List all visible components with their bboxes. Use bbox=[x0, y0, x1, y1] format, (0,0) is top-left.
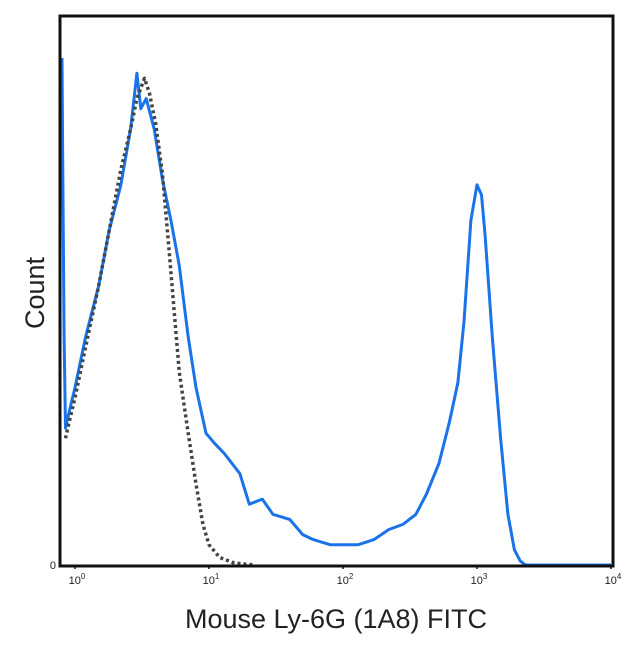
x-tick-label-2: 102 bbox=[337, 572, 354, 587]
y-axis-ticks: 0 bbox=[50, 560, 56, 572]
x-axis-ticks: 100 101 102 103 104 bbox=[69, 565, 622, 587]
x-tick-label-exponent-4: 4 bbox=[617, 572, 622, 581]
y-tick-label-0: 0 bbox=[50, 560, 56, 572]
series-layer bbox=[60, 57, 611, 567]
x-tick-label-exponent-0: 0 bbox=[81, 572, 86, 581]
x-axis-title: Mouse Ly-6G (1A8) FITC bbox=[185, 604, 487, 634]
series-line-1 bbox=[60, 57, 611, 567]
x-tick-label-exponent-2: 2 bbox=[349, 572, 354, 581]
x-tick-label-base-0: 10 bbox=[69, 575, 81, 587]
x-tick-label-exponent-1: 1 bbox=[215, 572, 220, 581]
y-axis-title: Count bbox=[20, 256, 50, 329]
plot-area bbox=[58, 14, 615, 568]
plot-frame bbox=[58, 14, 615, 568]
x-tick-label-1: 101 bbox=[203, 572, 220, 587]
x-tick-label-base-3: 10 bbox=[471, 575, 483, 587]
x-tick-label-0: 100 bbox=[69, 572, 86, 587]
x-tick-label-base-4: 10 bbox=[605, 575, 617, 587]
series-line-2 bbox=[63, 76, 256, 567]
x-tick-label-4: 104 bbox=[605, 572, 622, 587]
x-tick-label-exponent-3: 3 bbox=[483, 572, 488, 581]
x-tick-label-base-1: 10 bbox=[203, 575, 215, 587]
x-tick-label-3: 103 bbox=[471, 572, 488, 587]
x-tick-label-base-2: 10 bbox=[337, 575, 349, 587]
